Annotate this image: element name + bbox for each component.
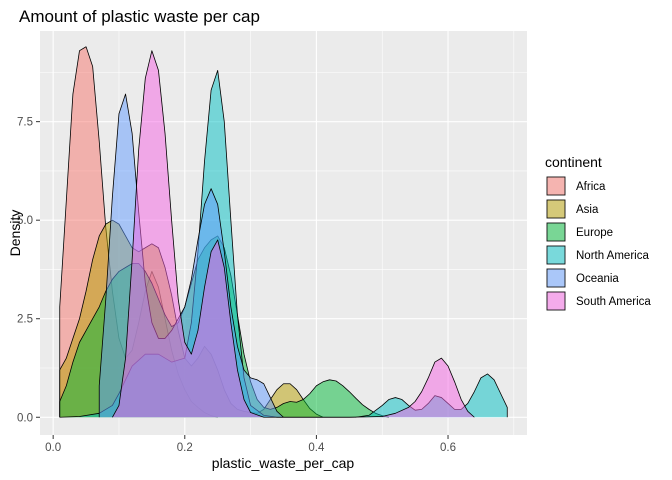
legend-label-south-america: South America: [576, 296, 651, 308]
x-tick-label: 0.4: [308, 442, 325, 454]
y-tick-label: 2.5: [17, 314, 33, 326]
x-axis: 0.0 0.2 0.4 0.6: [45, 435, 456, 454]
x-tick-label: 0.2: [177, 442, 193, 454]
legend-swatch-south-america: [546, 291, 566, 311]
legend-label-europe: Europe: [576, 227, 613, 239]
legend-label-north-america: North America: [576, 250, 649, 262]
legend-swatch-europe: [546, 222, 566, 242]
y-tick-label: 5.0: [17, 215, 33, 227]
x-tick-label: 0.0: [45, 442, 61, 454]
legend-swatch-africa: [546, 176, 566, 196]
grid-minor: [40, 31, 527, 435]
y-axis: 0.0 2.5 5.0 7.5: [17, 117, 40, 424]
y-tick-label: 7.5: [17, 117, 33, 129]
legend-title: continent: [545, 154, 602, 170]
x-tick-label: 0.6: [440, 442, 456, 454]
x-axis-title: plastic_waste_per_cap: [212, 455, 355, 471]
legend-label-oceania: Oceania: [576, 273, 619, 285]
legend-label-africa: Africa: [576, 181, 606, 193]
legend: continent Africa Asia Europe North America O…: [545, 154, 651, 311]
legend-label-asia: Asia: [576, 204, 599, 216]
y-axis-title: Density: [7, 210, 23, 257]
legend-swatch-oceania: [546, 268, 566, 288]
density-areas: [59, 46, 508, 418]
chart-title: Amount of plastic waste per cap: [19, 7, 260, 26]
legend-swatch-asia: [546, 199, 566, 219]
y-tick-label: 0.0: [17, 412, 33, 424]
legend-swatch-north-america: [546, 245, 566, 265]
density-area-south-america: [112, 50, 475, 418]
